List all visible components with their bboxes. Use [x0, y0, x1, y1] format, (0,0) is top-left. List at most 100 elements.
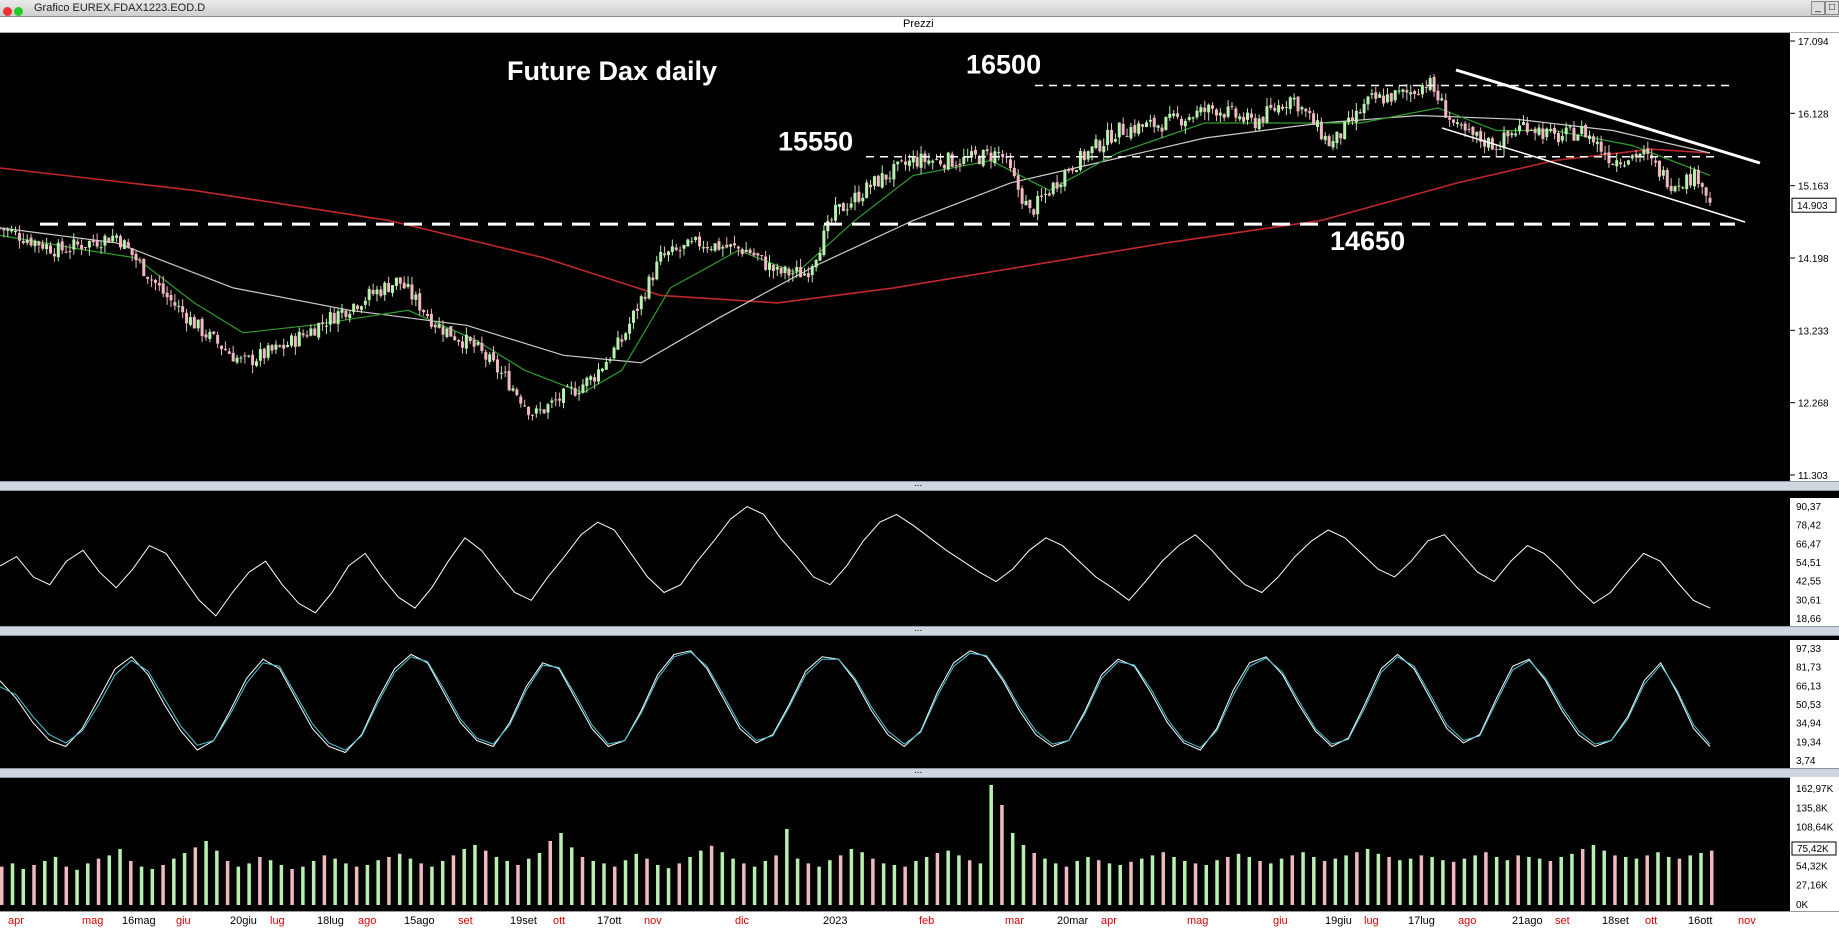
candle-body [1607, 152, 1611, 164]
panel-separator-1[interactable]: ... [0, 478, 1839, 491]
candle-body [1681, 187, 1685, 189]
candle-body [503, 371, 507, 373]
candle-body [324, 325, 328, 327]
candle-body [1214, 109, 1218, 116]
volume-bar [258, 857, 262, 905]
candle-body [1012, 167, 1016, 177]
candle-body [705, 246, 709, 249]
candle-body [10, 229, 14, 232]
candle-body [387, 282, 391, 292]
lower-trend-line [1441, 127, 1746, 223]
candle-body [752, 252, 756, 256]
candle-body [748, 249, 752, 254]
candle-body [1436, 90, 1440, 101]
x-axis-label: lug [1364, 915, 1379, 927]
volume-bar [43, 861, 47, 905]
candle-body [1696, 169, 1700, 185]
volume-bar [806, 863, 811, 905]
candle-body [17, 233, 21, 241]
candle-body [274, 344, 278, 350]
volume-bar [623, 860, 628, 905]
volume-bar [1408, 858, 1413, 905]
candle-body [721, 246, 725, 249]
candle-body [1385, 94, 1389, 103]
volume-bar [871, 858, 875, 905]
candle-body [223, 348, 227, 351]
candle-body [608, 359, 612, 361]
candle-body [118, 236, 122, 248]
candle-body [1576, 134, 1580, 141]
candle-body [530, 414, 534, 416]
candle-body [511, 388, 515, 391]
window-titlebar: Grafico EUREX.FDAX1223.EOD.D _ □ [0, 0, 1839, 17]
window-controls[interactable] [3, 3, 25, 21]
candle-body [379, 289, 383, 296]
volume-bar [1656, 852, 1660, 905]
close-dot-icon[interactable] [3, 7, 12, 16]
candle-body [849, 203, 853, 208]
volume-bar [860, 852, 864, 905]
oscillator-2-series-2 [0, 651, 1711, 751]
candle-body [251, 354, 255, 366]
candle-body [258, 349, 262, 361]
candle-body [507, 370, 511, 391]
candle-body [670, 246, 674, 252]
panel-separator-3[interactable]: ... [0, 765, 1839, 778]
candle-body [115, 235, 119, 238]
x-axis-label: dic [735, 915, 750, 927]
candle-body [779, 267, 783, 274]
volume-bar [376, 860, 380, 905]
candle-body [56, 242, 60, 258]
x-axis-label: 19giu [1325, 915, 1352, 927]
candle-body [1420, 85, 1424, 95]
x-axis-label: 15ago [404, 915, 435, 927]
candle-body [1246, 112, 1250, 120]
x-axis-label: mag [82, 915, 103, 927]
candle-body [939, 160, 942, 165]
candle-body [1199, 107, 1203, 113]
candle-body [1207, 104, 1211, 113]
candle-body [927, 160, 931, 164]
volume-bar [150, 869, 155, 905]
volume-bar [1053, 863, 1058, 905]
volume-bar [1462, 858, 1467, 905]
candle-body [1580, 125, 1584, 134]
volume-bar [1107, 863, 1112, 905]
candle-body [935, 158, 939, 160]
volume-bar [1215, 860, 1219, 905]
price-axis-label: 14.198 [1798, 254, 1829, 265]
candle-body [445, 328, 449, 337]
candle-body [1168, 113, 1172, 118]
candle-body [1459, 124, 1463, 126]
volume-bar [204, 841, 208, 905]
window-title: Grafico EUREX.FDAX1223.EOD.D [34, 2, 206, 14]
maximize-dot-icon[interactable] [14, 7, 23, 16]
candle-body [1191, 117, 1195, 119]
candle-body [635, 308, 639, 312]
candle-body [1094, 139, 1098, 148]
candle-body [480, 343, 484, 351]
candle-body [1067, 169, 1071, 171]
candle-body [787, 268, 791, 276]
volume-bar [817, 866, 821, 905]
candle-body [1405, 90, 1409, 93]
candle-body [647, 276, 651, 299]
panel-separator-2[interactable]: ... [0, 623, 1839, 636]
candle-body [1315, 120, 1319, 127]
volume-bar [1161, 852, 1166, 905]
candle-body [977, 156, 981, 165]
candle-body [565, 386, 569, 388]
x-axis-label: giu [1273, 915, 1288, 927]
candle-body [1040, 195, 1044, 197]
volume-bar [1140, 858, 1144, 905]
candle-body [1001, 153, 1005, 158]
candle-body [1117, 122, 1121, 138]
candle-body [1669, 185, 1673, 192]
minimize-button[interactable]: _ [1811, 1, 1825, 15]
candle-body [841, 203, 845, 212]
volume-bar [494, 857, 499, 905]
candle-body [344, 310, 348, 317]
candle-body [371, 290, 375, 294]
candle-body [1102, 146, 1106, 153]
